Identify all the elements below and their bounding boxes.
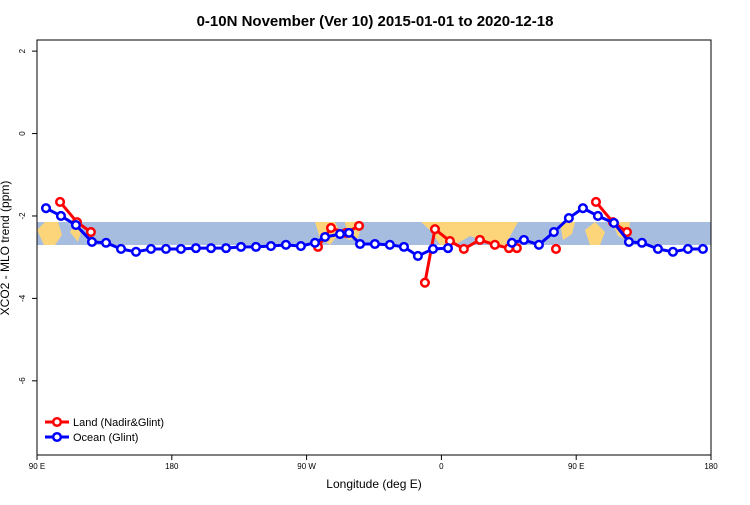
data-point	[458, 243, 469, 254]
y-axis-label: XCO2 - MLO trend (ppm)	[0, 181, 12, 316]
legend-label: Ocean (Glint)	[73, 432, 138, 444]
y-tick-label: -6	[18, 377, 27, 385]
data-point	[309, 237, 321, 248]
data-point	[130, 246, 142, 257]
legend-marker	[51, 416, 63, 428]
data-point	[265, 241, 277, 252]
data-point	[697, 243, 708, 254]
data-point	[160, 243, 172, 254]
data-point	[175, 243, 186, 254]
data-point	[86, 236, 98, 247]
legend-label: Land (Nadir&Glint)	[73, 417, 164, 429]
data-point	[550, 243, 562, 254]
data-point	[115, 243, 127, 254]
data-point	[506, 237, 517, 248]
data-point	[325, 222, 337, 233]
x-tick-label: 90 W	[297, 462, 316, 471]
y-tick-label: 2	[18, 48, 27, 53]
data-point	[667, 246, 679, 257]
data-point	[412, 250, 423, 261]
data-point	[295, 241, 306, 252]
legend-marker	[51, 431, 63, 443]
data-point	[427, 243, 439, 254]
data-point	[474, 234, 485, 245]
data-point	[205, 243, 217, 254]
data-point	[369, 238, 380, 250]
data-point	[621, 226, 633, 238]
data-point	[592, 210, 603, 222]
x-tick-label: 90 E	[568, 462, 584, 471]
data-point	[518, 234, 529, 245]
data-point	[489, 239, 500, 250]
data-point	[55, 196, 66, 208]
y-tick-label: 0	[18, 131, 27, 136]
data-point	[623, 236, 634, 247]
plot-frame	[36, 39, 712, 456]
data-point	[636, 237, 648, 248]
x-axis-label: Longitude (deg E)	[326, 477, 421, 491]
data-point	[343, 227, 355, 238]
data-point	[577, 203, 588, 214]
data-point	[55, 210, 67, 222]
latitude-band	[37, 222, 711, 245]
data-point	[398, 241, 410, 252]
series	[40, 203, 708, 261]
data-point	[190, 243, 201, 254]
data-point	[429, 224, 441, 235]
data-point	[608, 217, 619, 229]
y-tick-label: -4	[18, 294, 27, 302]
data-point	[40, 203, 52, 214]
data-point	[652, 243, 664, 254]
data-point	[220, 243, 232, 254]
y-tick-label: -2	[18, 212, 27, 220]
data-point	[319, 231, 331, 243]
data-point	[250, 241, 262, 252]
data-point	[70, 219, 81, 231]
data-point	[100, 237, 112, 248]
data-point	[682, 243, 693, 254]
chart-title: 0-10N November (Ver 10) 2015-01-01 to 20…	[197, 13, 554, 30]
data-point	[355, 238, 366, 250]
data-point	[590, 196, 602, 208]
data-point	[384, 239, 395, 250]
x-tick-label: 180	[165, 462, 179, 471]
data-point	[334, 229, 346, 240]
data-point	[548, 226, 559, 238]
data-point	[563, 212, 574, 224]
x-tick-label: 180	[704, 462, 718, 471]
data-point	[85, 226, 96, 238]
data-point	[353, 220, 365, 231]
data-point	[419, 277, 430, 288]
data-point	[235, 241, 247, 252]
x-tick-label: 90 E	[29, 462, 45, 471]
x-tick-label: 0	[439, 462, 444, 471]
data-point	[145, 243, 157, 254]
data-point	[442, 243, 454, 254]
data-point	[280, 239, 291, 250]
data-point	[533, 239, 544, 250]
